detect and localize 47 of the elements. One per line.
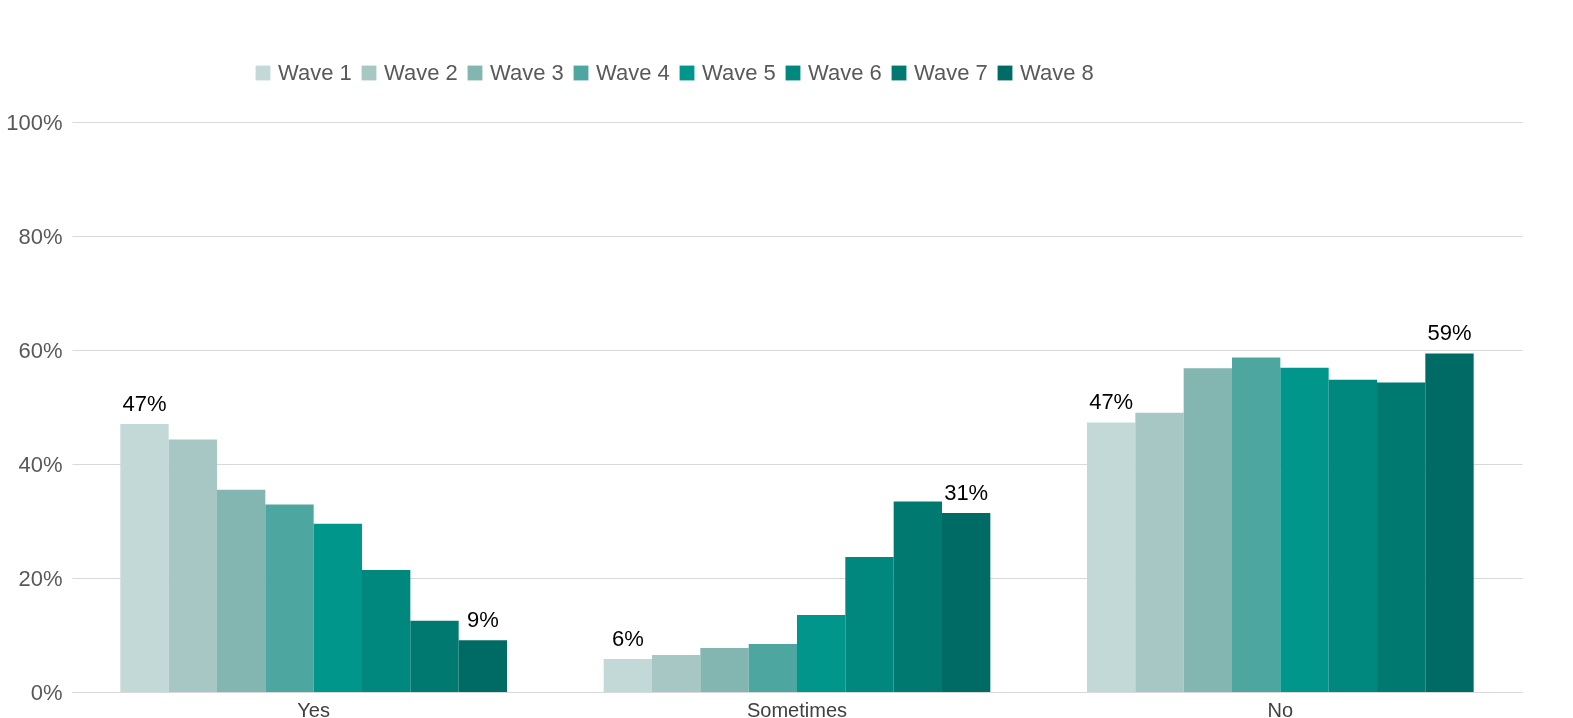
y-tick-label: 100% [6, 109, 63, 135]
bar [1135, 412, 1184, 692]
y-tick-label: 60% [18, 337, 63, 363]
bar [1183, 368, 1232, 692]
data-label: 47% [1089, 389, 1134, 415]
x-tick-label: No [1267, 698, 1294, 718]
bar [1087, 422, 1136, 692]
bar [410, 620, 459, 692]
bar [893, 501, 942, 692]
y-tick-label: 40% [18, 451, 63, 477]
bar [1377, 382, 1426, 692]
bar [168, 439, 217, 692]
bar [797, 615, 846, 692]
bar [313, 523, 362, 692]
data-label: 6% [611, 625, 644, 651]
legend-label: Wave 3 [490, 60, 564, 85]
x-tick-label: Yes [297, 698, 330, 718]
bar [603, 658, 652, 692]
bar [700, 648, 749, 692]
bar [845, 556, 894, 692]
y-tick-label: 0% [30, 679, 63, 705]
legend-label: Wave 1 [278, 60, 352, 85]
bar [942, 513, 991, 692]
bar [265, 504, 314, 692]
bar [458, 640, 507, 692]
legend-label: Wave 8 [1020, 60, 1094, 85]
bar [1232, 357, 1281, 692]
y-tick-label: 80% [18, 223, 63, 249]
legend-label: Wave 7 [914, 60, 988, 85]
legend-label: Wave 6 [808, 60, 882, 85]
bar [120, 424, 169, 692]
data-label: 9% [466, 607, 499, 633]
bar [1280, 367, 1329, 692]
bar [362, 570, 411, 692]
x-tick-label: Sometimes [746, 698, 848, 718]
bar [217, 489, 266, 692]
data-label: 47% [122, 391, 167, 417]
legend-label: Wave 5 [702, 60, 776, 85]
legend-label: Wave 4 [596, 60, 670, 85]
data-label: 59% [1427, 320, 1472, 346]
bar [748, 644, 797, 692]
bar [652, 654, 701, 692]
bar [1425, 353, 1474, 692]
legend-label: Wave 2 [384, 60, 458, 85]
data-label: 31% [944, 480, 989, 506]
y-tick-label: 20% [18, 565, 63, 591]
bar [1328, 379, 1377, 692]
